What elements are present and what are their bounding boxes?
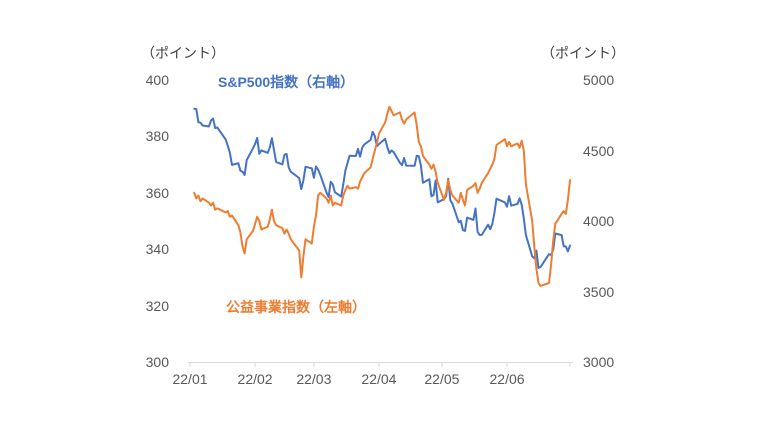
right-axis-unit-label: （ポイント） xyxy=(541,45,625,61)
left-axis-unit-label: （ポイント） xyxy=(141,45,225,61)
left-axis-tick-label: 300 xyxy=(145,354,169,370)
right-axis-tick-label: 4000 xyxy=(583,213,615,229)
x-axis-tick-label: 22/03 xyxy=(296,371,332,387)
left-axis-tick-label: 320 xyxy=(145,297,169,314)
x-axis-tick-label: 22/06 xyxy=(489,371,525,387)
left-axis-tick-label: 360 xyxy=(145,184,169,201)
right-axis-tick-label: 3000 xyxy=(583,354,615,370)
left-axis-tick-label: 400 xyxy=(145,72,169,88)
left-axis-tick-label: 340 xyxy=(145,241,169,258)
x-axis-tick-label: 22/01 xyxy=(172,371,208,387)
left-axis-tick-label: 380 xyxy=(145,128,169,145)
x-axis-tick-label: 22/05 xyxy=(424,371,460,387)
x-axis-tick-label: 22/02 xyxy=(237,371,273,387)
series-line-sp500 xyxy=(193,107,571,269)
right-axis-tick-label: 4500 xyxy=(583,142,615,159)
legend-sp500-index: S&P500指数（右軸） xyxy=(218,74,355,90)
legend-utilities-index: 公益事業指数（左軸） xyxy=(226,299,366,315)
right-axis-tick-label: 3500 xyxy=(583,283,615,300)
right-axis-tick-label: 5000 xyxy=(583,72,615,88)
x-axis-tick-label: 22/04 xyxy=(361,371,397,387)
series-line-utilities xyxy=(193,105,571,287)
